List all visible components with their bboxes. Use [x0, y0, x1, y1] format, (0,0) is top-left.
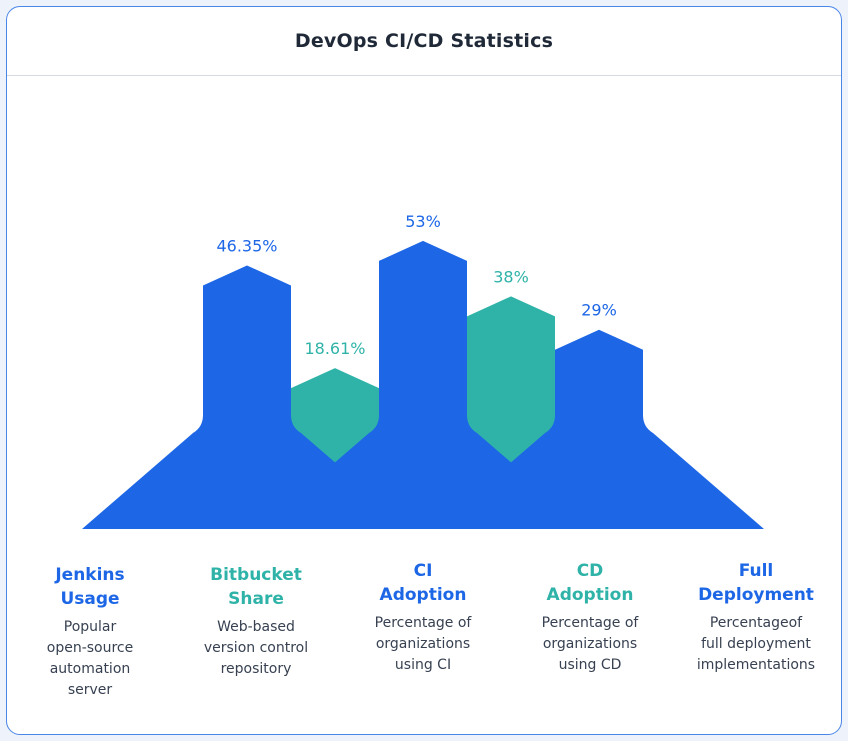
- title-line: Jenkins: [55, 565, 125, 585]
- desc-line: organizations: [542, 636, 638, 652]
- bar-0: [82, 265, 412, 529]
- value-label-2: 53%: [405, 212, 441, 231]
- category-title: CI Adoption: [340, 559, 506, 607]
- page-title: DevOps CI/CD Statistics: [294, 30, 554, 52]
- category-title: CD Adoption: [507, 559, 673, 607]
- bar-4: [434, 329, 764, 529]
- stats-card: DevOps CI/CD Statistics 46.35% 18.61% 53% 3…: [6, 6, 842, 735]
- category-description: Popular open-source automation server: [7, 617, 173, 701]
- category-jenkins: Jenkins Usage Popular open-source automa…: [7, 563, 173, 701]
- value-label-4: 29%: [581, 301, 617, 320]
- desc-line: automation: [49, 661, 131, 677]
- desc-line: implementations: [696, 657, 816, 673]
- desc-line: organizations: [375, 636, 471, 652]
- desc-line: using CI: [394, 657, 452, 673]
- card-header: DevOps CI/CD Statistics: [7, 7, 841, 76]
- value-label-1: 18.61%: [304, 339, 365, 358]
- category-description: Web-based version control repository: [173, 617, 339, 680]
- desc-line: full deployment: [701, 636, 811, 652]
- title-line: Adoption: [379, 585, 467, 605]
- category-description: Percentageof full deployment implementat…: [673, 613, 839, 676]
- category-description: Percentage of organizations using CI: [340, 613, 506, 676]
- category-title: Full Deployment: [673, 559, 839, 607]
- category-ci: CI Adoption Percentage of organizations …: [340, 559, 506, 676]
- category-bitbucket: Bitbucket Share Web-based version contro…: [173, 563, 339, 680]
- title-line: Adoption: [546, 585, 634, 605]
- desc-line: Percentageof: [709, 615, 803, 631]
- desc-line: using CD: [558, 657, 622, 673]
- title-line: Bitbucket: [210, 565, 302, 585]
- desc-line: repository: [220, 661, 292, 677]
- title-line: Share: [228, 589, 284, 609]
- category-cd: CD Adoption Percentage of organizations …: [507, 559, 673, 676]
- value-label-3: 38%: [493, 267, 529, 286]
- category-title: Bitbucket Share: [173, 563, 339, 611]
- title-line: CD: [576, 561, 604, 581]
- desc-line: server: [67, 682, 113, 698]
- bar-2: [258, 240, 588, 529]
- title-line: Deployment: [698, 585, 814, 605]
- desc-line: open-source: [46, 640, 134, 656]
- category-title: Jenkins Usage: [7, 563, 173, 611]
- category-full-deployment: Full Deployment Percentageof full deploy…: [673, 559, 839, 676]
- value-label-0: 46.35%: [216, 237, 277, 256]
- desc-line: version control: [203, 640, 309, 656]
- title-line: CI: [413, 561, 433, 581]
- desc-line: Percentage of: [374, 615, 472, 631]
- title-line: Full: [738, 561, 774, 581]
- category-labels: Jenkins Usage Popular open-source automa…: [7, 561, 841, 723]
- title-line: Usage: [60, 589, 120, 609]
- desc-line: Popular: [63, 619, 117, 635]
- desc-line: Percentage of: [541, 615, 639, 631]
- chart: 46.35% 18.61% 53% 38% 29%: [82, 212, 764, 529]
- category-description: Percentage of organizations using CD: [507, 613, 673, 676]
- desc-line: Web-based: [217, 619, 295, 635]
